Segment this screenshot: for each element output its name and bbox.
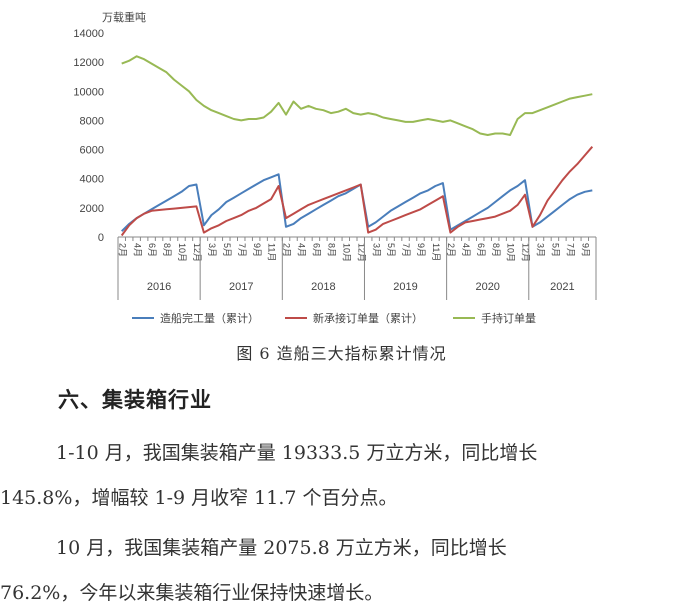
x-month-label: 10月	[177, 243, 187, 262]
x-month-label: 12月	[521, 243, 531, 262]
x-month-label: 12月	[356, 243, 366, 262]
x-month-label: 9月	[416, 243, 426, 257]
series-line-2	[120, 146, 594, 237]
x-month-label: 10月	[506, 243, 516, 262]
legend-label-2: 新承接订单量（累计）	[313, 311, 423, 325]
x-month-label: 2月	[282, 243, 292, 257]
x-month-label: 6月	[312, 243, 322, 257]
x-month-label: 9月	[580, 243, 590, 257]
x-year-label: 2020	[475, 281, 499, 293]
y-tick-label: 10000	[73, 86, 104, 98]
y-tick-label: 12000	[73, 57, 104, 69]
paragraph-1-line-1: 1-10 月，我国集装箱产量 19333.5 万立方米，同比增长	[56, 442, 538, 464]
x-month-label: 3月	[371, 243, 381, 257]
y-tick-label: 2000	[80, 203, 104, 215]
paragraph-2-line-1: 10 月，我国集装箱产量 2075.8 万立方米，同比增长	[56, 537, 507, 559]
x-month-label: 9月	[252, 243, 262, 257]
x-year-label: 2017	[229, 281, 253, 293]
x-year-label: 2016	[147, 281, 171, 293]
x-month-label: 2月	[117, 243, 127, 257]
x-month-label: 5月	[551, 243, 561, 257]
x-month-label: 7月	[565, 243, 575, 257]
legend-label-3: 手持订单量	[481, 311, 536, 325]
chart-area: 万载重吨 0 2000 4000 6000 8000 10000 12000 14000 2月 4月…	[73, 10, 597, 325]
y-axis-unit-label: 万载重吨	[102, 10, 146, 24]
y-tick-label: 4000	[80, 174, 104, 186]
x-month-label: 5月	[222, 243, 232, 257]
x-year-label: 2018	[311, 281, 335, 293]
x-month-label: 6月	[476, 243, 486, 257]
x-month-label: 7月	[237, 243, 247, 257]
x-month-label: 6月	[147, 243, 157, 257]
series-line-1	[121, 173, 593, 232]
legend-label-1: 造船完工量（累计）	[160, 311, 259, 325]
x-year-label: 2019	[393, 281, 417, 293]
x-month-label: 4月	[297, 243, 307, 257]
x-month-label: 11月	[431, 243, 441, 261]
y-tick-label: 14000	[73, 28, 104, 40]
x-month-label: 7月	[401, 243, 411, 257]
paragraph-2-line-2: 76.2%，今年以来集装箱行业保持快速增长。	[0, 582, 384, 604]
x-month-label: 2月	[446, 243, 456, 257]
x-month-label: 3月	[207, 243, 217, 257]
line-chart: 万载重吨 0 2000 4000 6000 8000 10000 12000 14000 2月 4月…	[73, 10, 597, 325]
x-month-label: 8月	[326, 243, 336, 257]
x-month-label: 4月	[132, 243, 142, 257]
x-month-label: 8月	[491, 243, 501, 257]
x-month-label: 12月	[192, 243, 202, 262]
x-month-label: 8月	[162, 243, 172, 257]
x-month-label: 4月	[461, 243, 471, 257]
x-month-label: 5月	[386, 243, 396, 257]
figure-caption: 图 6 造船三大指标累计情况	[236, 344, 447, 363]
x-month-label: 10月	[341, 243, 351, 262]
y-tick-label: 6000	[80, 145, 104, 157]
series-line-3	[121, 55, 593, 136]
x-year-label: 2021	[550, 281, 574, 293]
x-month-label: 11月	[267, 243, 277, 261]
section-heading: 六、集装箱行业	[58, 387, 212, 412]
x-month-label: 3月	[536, 243, 546, 257]
paragraph-1-line-2: 145.8%，增幅较 1-9 月收窄 11.7 个百分点。	[0, 487, 398, 509]
y-tick-label: 8000	[80, 115, 104, 127]
y-tick-label: 0	[98, 232, 104, 244]
